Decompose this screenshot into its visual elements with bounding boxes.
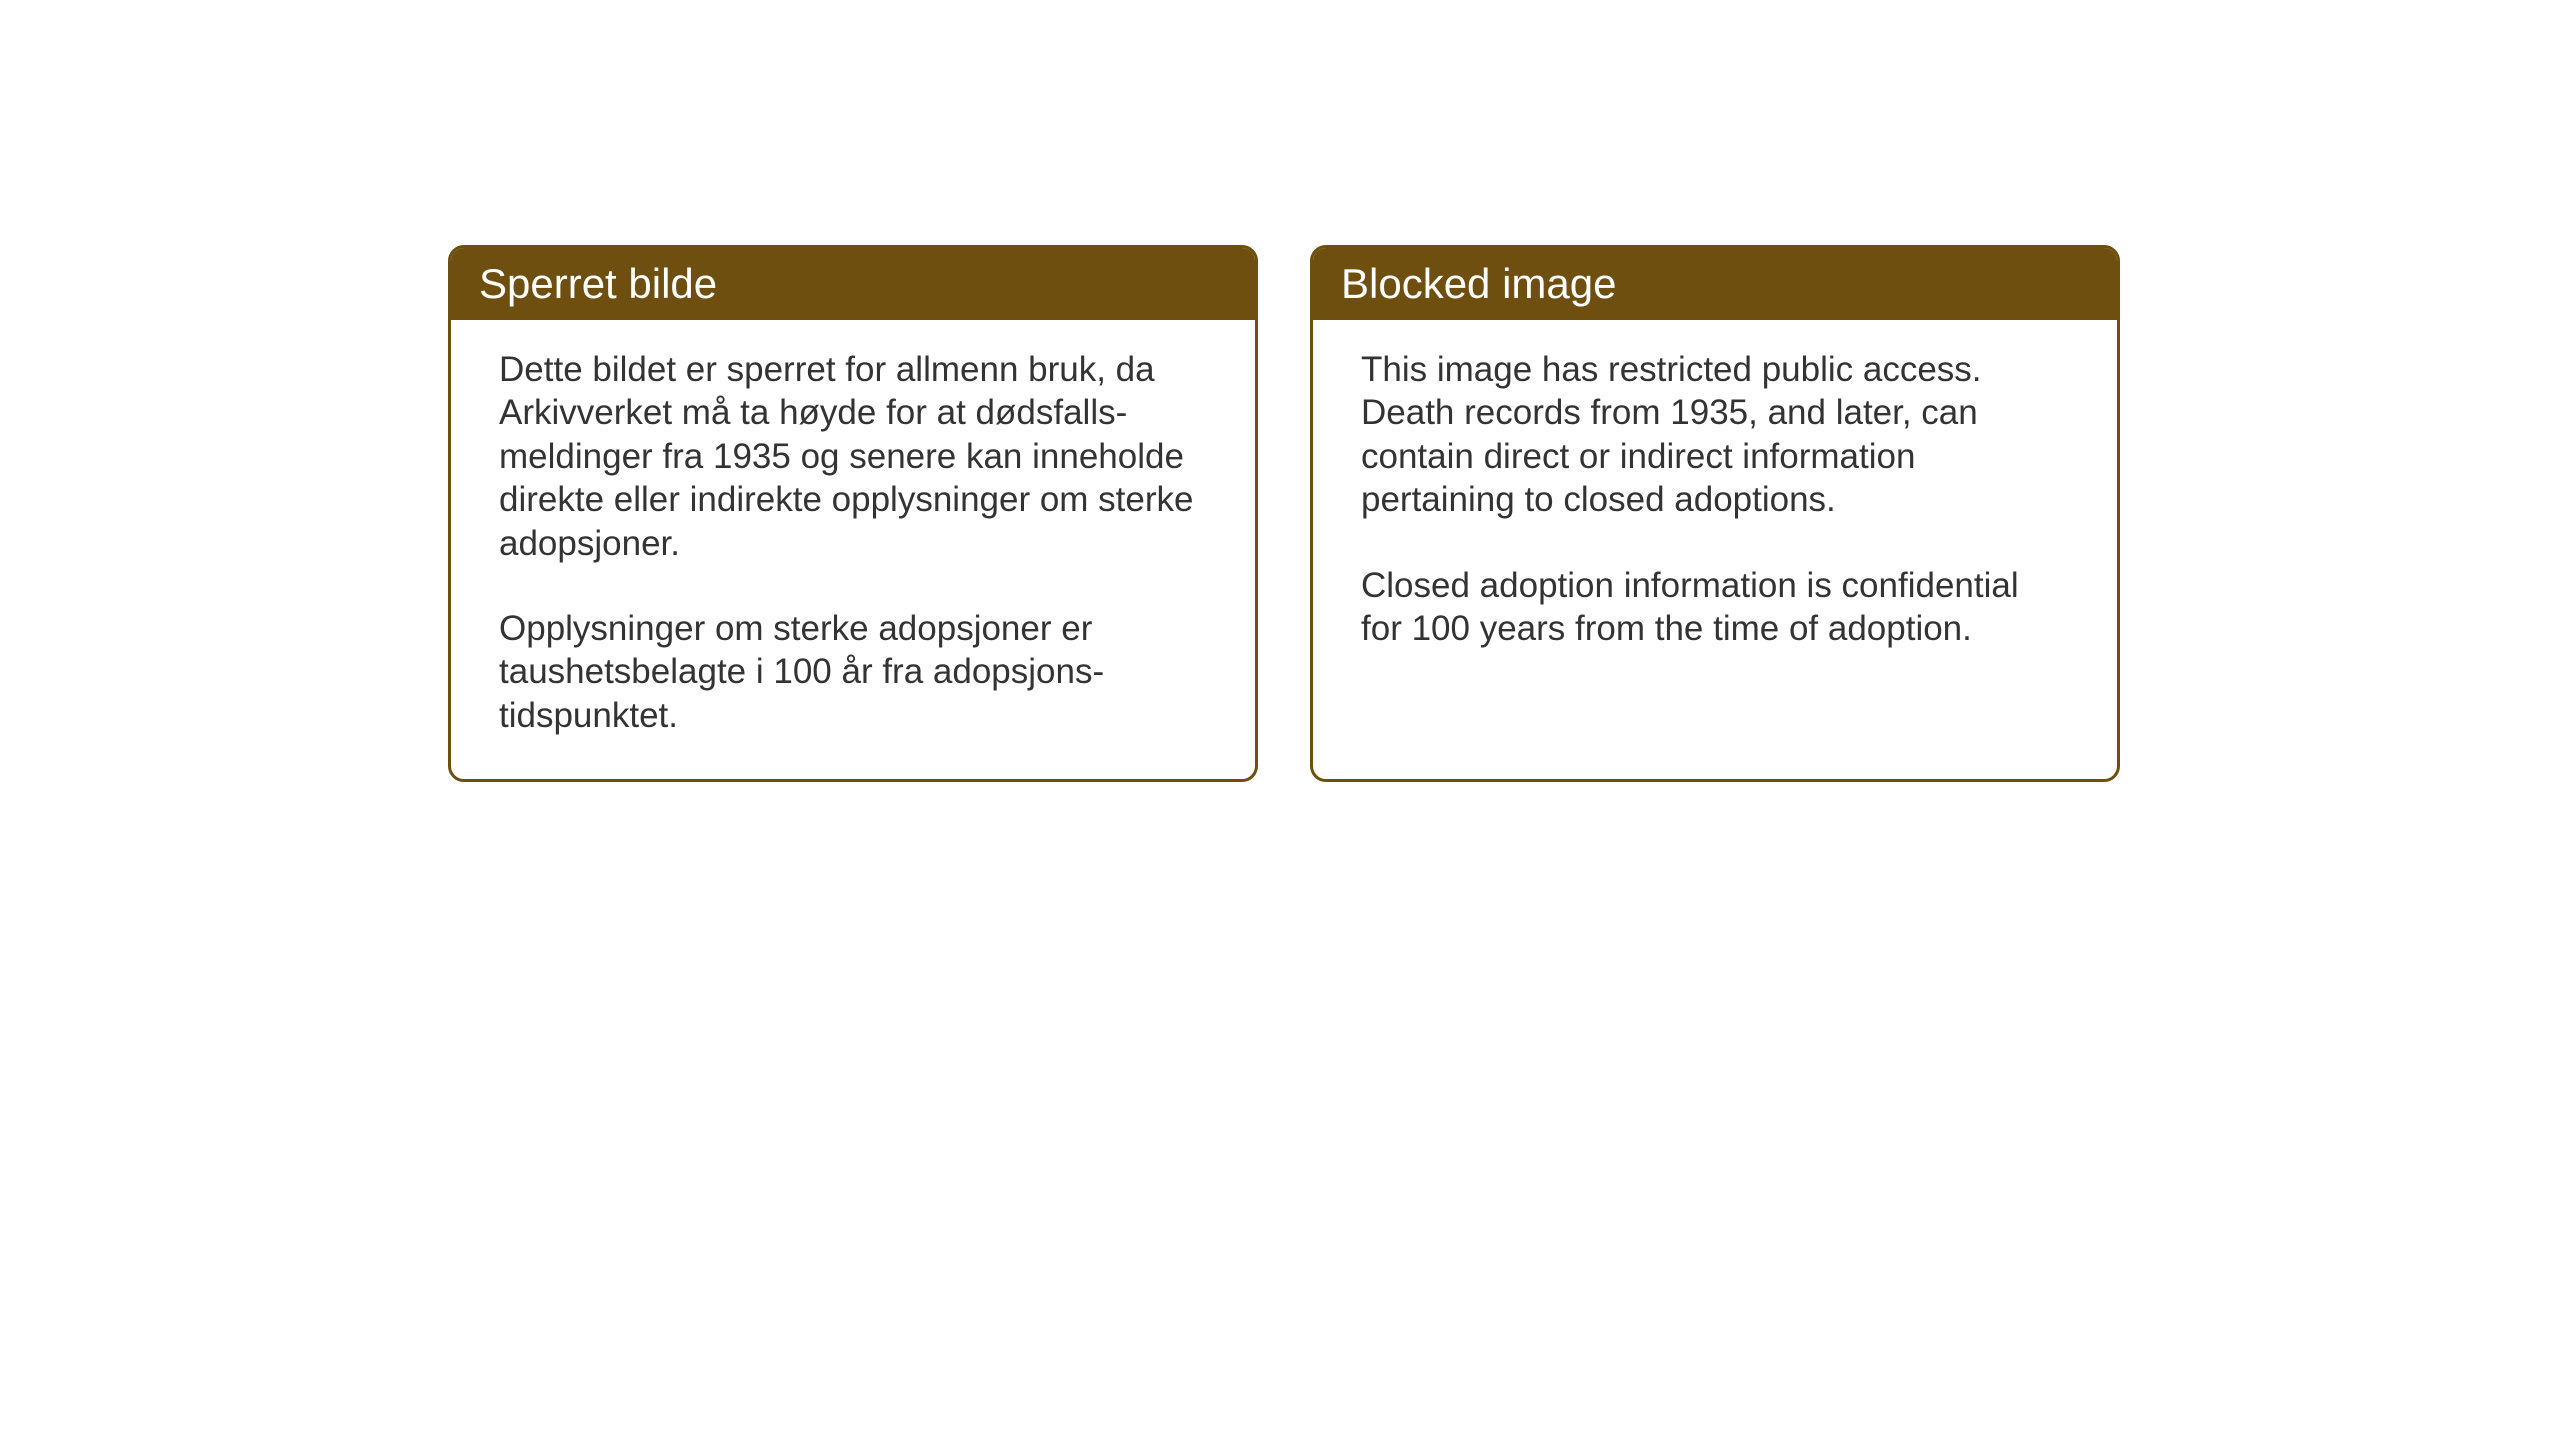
english-card-title: Blocked image: [1341, 260, 1616, 307]
english-card-header: Blocked image: [1313, 248, 2117, 320]
english-paragraph-2: Closed adoption information is confident…: [1361, 564, 2069, 651]
notice-cards-container: Sperret bilde Dette bildet er sperret fo…: [448, 245, 2120, 782]
english-paragraph-1: This image has restricted public access.…: [1361, 348, 2069, 522]
norwegian-notice-card: Sperret bilde Dette bildet er sperret fo…: [448, 245, 1258, 782]
norwegian-paragraph-1: Dette bildet er sperret for allmenn bruk…: [499, 348, 1207, 565]
norwegian-card-body: Dette bildet er sperret for allmenn bruk…: [451, 320, 1255, 779]
english-card-body: This image has restricted public access.…: [1313, 320, 2117, 692]
norwegian-paragraph-2: Opplysninger om sterke adopsjoner er tau…: [499, 607, 1207, 737]
norwegian-card-title: Sperret bilde: [479, 260, 717, 307]
norwegian-card-header: Sperret bilde: [451, 248, 1255, 320]
english-notice-card: Blocked image This image has restricted …: [1310, 245, 2120, 782]
